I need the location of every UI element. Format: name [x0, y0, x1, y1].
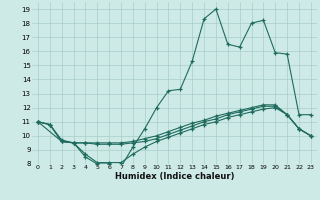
- X-axis label: Humidex (Indice chaleur): Humidex (Indice chaleur): [115, 172, 234, 181]
